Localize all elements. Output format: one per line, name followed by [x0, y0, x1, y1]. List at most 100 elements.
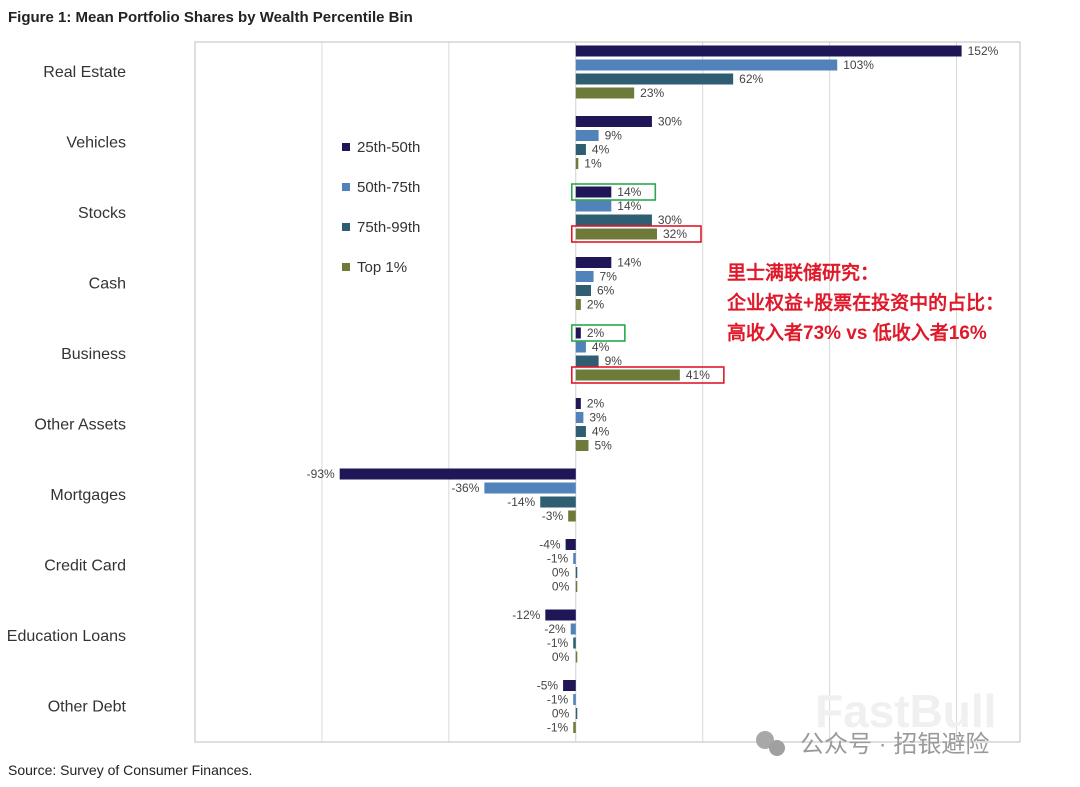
bar-other-assets-2 [575, 426, 586, 437]
category-label: Education Loans [7, 628, 126, 645]
bar-education-loans-1 [570, 623, 576, 635]
bar-other-debt-2 [575, 708, 578, 719]
value-label: 9% [605, 129, 623, 143]
category-label: Other Assets [34, 417, 126, 434]
value-label: 62% [739, 72, 763, 86]
bar-other-assets-1 [575, 412, 584, 423]
value-label: 4% [592, 340, 610, 354]
bar-real-estate-0 [575, 45, 962, 57]
bar-stocks-3 [575, 228, 657, 240]
value-label: 30% [658, 115, 682, 129]
bar-credit-card-2 [575, 567, 578, 578]
value-label: 3% [589, 411, 607, 425]
value-label: 0% [552, 707, 570, 721]
wechat-icon [769, 740, 785, 756]
highlight-box [570, 183, 657, 201]
bar-other-assets-0 [575, 398, 581, 409]
legend-marker [342, 143, 350, 151]
bar-mortgages-3 [568, 510, 576, 522]
bar-other-debt-3 [573, 722, 576, 733]
bar-stocks-2 [575, 214, 652, 226]
value-label: 152% [968, 44, 999, 58]
bar-vehicles-2 [575, 144, 586, 155]
value-label: 14% [617, 256, 641, 270]
highlight-box [570, 225, 702, 243]
value-label: 7% [600, 270, 618, 284]
value-label: -1% [547, 552, 569, 566]
category-label: Vehicles [66, 135, 126, 152]
annotation-line: 企业权益+股票在投资中的占比： [726, 291, 1004, 314]
value-label: -4% [539, 538, 561, 552]
value-label: 4% [592, 143, 610, 157]
value-label: 0% [552, 580, 570, 594]
category-label: Credit Card [44, 558, 126, 575]
value-label: 32% [663, 227, 687, 241]
bar-credit-card-0 [565, 539, 576, 550]
annotation-line: 里士满联储研究： [727, 261, 879, 284]
bar-other-debt-1 [573, 694, 576, 705]
legend-label: 25th-50th [357, 139, 420, 156]
bar-real-estate-3 [575, 87, 635, 99]
legend-label: 50th-75th [357, 179, 420, 196]
value-label: 30% [658, 213, 682, 227]
legend-marker [342, 263, 350, 271]
value-label: 2% [587, 326, 605, 340]
bar-mortgages-2 [540, 496, 576, 508]
bar-other-assets-3 [575, 440, 589, 451]
highlight-box [570, 366, 725, 384]
category-label: Cash [89, 276, 126, 293]
bar-business-1 [575, 341, 586, 353]
legend-marker [342, 183, 350, 191]
bar-education-loans-0 [545, 609, 576, 621]
value-label: 0% [552, 566, 570, 580]
bar-business-0 [575, 327, 581, 339]
wechat-icon [756, 731, 774, 749]
value-label: 23% [640, 86, 664, 100]
bar-mortgages-1 [484, 482, 576, 494]
category-label: Other Debt [48, 699, 127, 716]
category-label: Stocks [78, 205, 126, 222]
value-label: 6% [597, 284, 615, 298]
bar-cash-3 [575, 299, 581, 310]
value-label: -36% [451, 481, 479, 495]
value-label: 14% [617, 185, 641, 199]
plot-frame [194, 41, 1021, 743]
value-label: 103% [843, 58, 874, 72]
bar-cash-2 [575, 285, 591, 296]
bar-cash-0 [575, 257, 612, 268]
highlight-box [570, 324, 626, 342]
bar-mortgages-0 [339, 468, 576, 480]
bar-vehicles-0 [575, 116, 652, 127]
value-label: 0% [552, 650, 570, 664]
bar-cash-1 [575, 271, 594, 282]
value-label: 2% [587, 298, 605, 312]
chart-title: Figure 1: Mean Portfolio Shares by Wealt… [8, 9, 413, 26]
bar-real-estate-2 [575, 73, 734, 85]
value-label: -12% [512, 608, 540, 622]
bar-business-2 [575, 355, 599, 367]
value-label: 2% [587, 397, 605, 411]
value-label: -5% [537, 679, 559, 693]
value-label: -1% [547, 721, 569, 735]
bar-real-estate-1 [575, 59, 838, 71]
value-label: -1% [547, 636, 569, 650]
value-label: -1% [547, 693, 569, 707]
bar-stocks-1 [575, 200, 612, 212]
legend-label: Top 1% [357, 259, 407, 276]
value-label: -93% [307, 467, 335, 481]
annotation-line: 高收入者73% vs 低收入者16% [727, 321, 987, 344]
value-label: 4% [592, 425, 610, 439]
watermark-wechat: 公众号 · 招银避险 [800, 731, 989, 758]
legend-marker [342, 223, 350, 231]
value-label: 5% [594, 439, 612, 453]
category-label: Mortgages [50, 487, 126, 504]
bar-other-debt-0 [563, 680, 576, 691]
value-label: 9% [605, 354, 623, 368]
bar-stocks-0 [575, 186, 612, 198]
bar-education-loans-2 [573, 637, 576, 649]
bar-vehicles-1 [575, 130, 599, 141]
bar-credit-card-1 [573, 553, 576, 564]
value-label: -2% [544, 622, 566, 636]
value-label: 14% [617, 199, 641, 213]
legend-label: 75th-99th [357, 219, 420, 236]
